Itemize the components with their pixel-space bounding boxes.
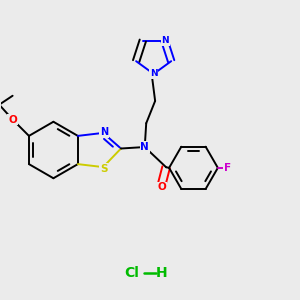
Text: N: N xyxy=(150,69,158,78)
Text: F: F xyxy=(224,163,231,173)
Text: N: N xyxy=(100,127,108,137)
Text: Cl: Cl xyxy=(125,266,140,280)
Text: N: N xyxy=(161,36,169,45)
Text: S: S xyxy=(100,164,107,174)
Text: H: H xyxy=(156,266,168,280)
Text: N: N xyxy=(140,142,149,152)
Text: O: O xyxy=(157,182,166,193)
Text: O: O xyxy=(8,115,17,124)
